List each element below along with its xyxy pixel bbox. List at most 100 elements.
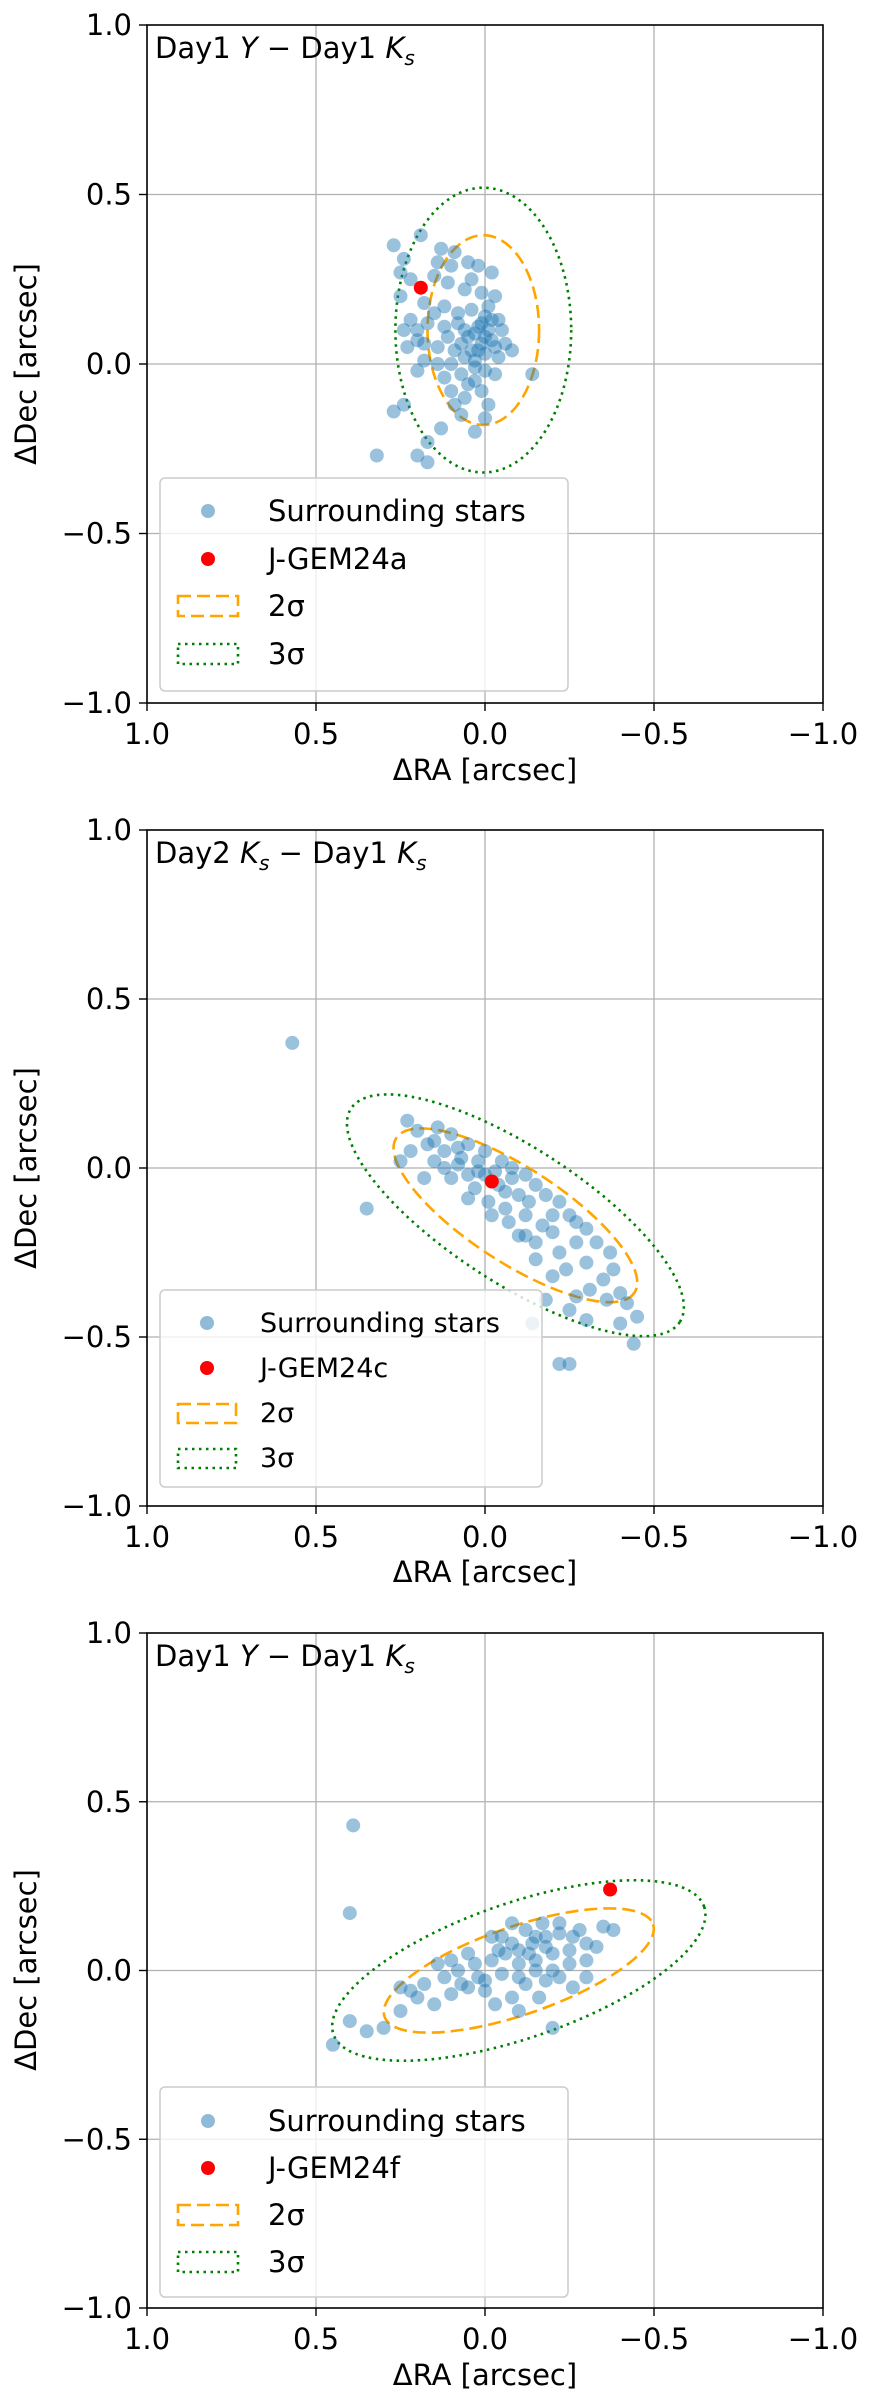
- panel-1-ytick-label: 0.0: [86, 347, 132, 381]
- panel-3-star-point: [359, 2024, 374, 2039]
- panel-1-star-point: [440, 275, 455, 290]
- panel-3-legend-stars-marker: [201, 2114, 215, 2128]
- panel-1-star-point: [396, 397, 411, 412]
- panel-1-legend-3sigma-marker: [176, 642, 240, 666]
- panel-3-star-point: [538, 1973, 553, 1988]
- panel-3-legend-2sigma-label: 2σ: [268, 2198, 305, 2232]
- panel-1-star-point: [457, 282, 472, 297]
- panel-1-star-point: [420, 455, 435, 470]
- panel-2-legend-target-label: J-GEM24c: [258, 1353, 388, 1384]
- panel-1-ellipses: [394, 186, 573, 474]
- panel-3-star-point: [498, 1946, 513, 1961]
- panel-1-star-point: [420, 435, 435, 449]
- panel-1-star-point: [457, 323, 472, 338]
- panel-1-star-point: [403, 312, 418, 327]
- panel-3-star-point: [565, 1929, 580, 1944]
- panel-2-star-point: [467, 1181, 482, 1196]
- panel-1-xtick-label: 0.0: [462, 717, 508, 751]
- panel-1-star-point: [430, 340, 445, 355]
- panel-2-star-point: [545, 1208, 560, 1223]
- panel-1-star-point: [437, 299, 452, 314]
- panel-2-star-point: [410, 1123, 425, 1138]
- panel-3-xtick-label: −0.5: [619, 2322, 689, 2356]
- panel-2-star-point: [569, 1289, 584, 1304]
- panel-2-star-point: [461, 1191, 476, 1206]
- panel-1-star-point: [410, 333, 425, 348]
- panel-1-star-point: [481, 397, 496, 412]
- panel-2-star-point: [518, 1167, 533, 1182]
- panel-1-star-point: [430, 255, 445, 270]
- panel-1-star-point: [467, 424, 482, 439]
- panel-3-star-point: [579, 1953, 594, 1968]
- panel-2-star-point: [579, 1221, 594, 1236]
- panel-2-ytick-label: −1.0: [62, 1489, 132, 1523]
- panel-2-stars: [285, 1035, 645, 1371]
- panel-1-star-point: [525, 367, 540, 382]
- panel-1-star-point: [393, 265, 408, 280]
- panel-2-ytick-label: 1.0: [86, 813, 132, 847]
- panel-1-star-point: [478, 346, 492, 361]
- panel-3-ytick-label: −1.0: [62, 2291, 132, 2325]
- panel-1-xticks: [146, 703, 824, 711]
- panel-2: 1.0 0.5 0.0 −0.5 −1.0 1.0 0.5 0.0 −0.5 −…: [9, 813, 858, 1589]
- panel-3-star-point: [562, 1943, 577, 1958]
- panel-1-ytick-label: 1.0: [86, 8, 132, 42]
- panel-3-star-point: [528, 1929, 543, 1944]
- panel-1-star-point: [420, 316, 435, 331]
- panel-1-star-point: [471, 343, 486, 358]
- panel-2-star-point: [626, 1336, 641, 1351]
- panel-1-star-point: [488, 289, 503, 304]
- panel-3-star-point: [454, 1977, 469, 1991]
- panel-3-star-point: [342, 1906, 357, 1921]
- panel-3-star-point: [579, 1936, 594, 1951]
- panel-2-star-point: [393, 1154, 408, 1169]
- panel-2-legend-3sigma-marker: [176, 1447, 238, 1470]
- panel-1-star-point: [427, 268, 442, 283]
- panel-3-ytick-label: −0.5: [62, 2122, 132, 2156]
- panel-3-ylabel: ΔDec [arcsec]: [9, 1869, 43, 2071]
- panel-1-legend-stars-label: Surrounding stars: [268, 494, 526, 528]
- panel-1-legend-3sigma-label: 3σ: [268, 637, 305, 671]
- panel-1-star-point: [400, 340, 415, 355]
- panel-2-star-point: [545, 1269, 560, 1284]
- panel-2-star-point: [420, 1137, 435, 1152]
- panel-2-star-point: [494, 1154, 509, 1169]
- panel-1-legend-target-label: J-GEM24a: [266, 542, 408, 576]
- panel-1-star-point: [484, 265, 499, 280]
- panel-2-ytick-label: 0.5: [86, 982, 132, 1016]
- panel-2-star-point: [511, 1188, 526, 1202]
- panel-1-star-point: [474, 384, 489, 399]
- panel-3-ellipse-3sigma: [330, 1878, 707, 2063]
- panel-2-star-point: [481, 1194, 496, 1209]
- panel-3-star-point: [528, 1963, 543, 1978]
- panel-3-star-point: [410, 1990, 425, 2005]
- panel-1-star-point: [410, 323, 425, 338]
- panel-2-star-point: [579, 1255, 594, 1270]
- panel-1-xtick-label: −0.5: [619, 717, 689, 751]
- panel-1-star-point: [369, 448, 384, 463]
- panel-3-legend-2sigma-marker: [176, 2203, 240, 2227]
- panel-2-legend-stars-label: Surrounding stars: [260, 1308, 500, 1339]
- panel-1-star-point: [410, 448, 425, 463]
- panel-3-star-point: [579, 1970, 594, 1985]
- panel-2-star-point: [528, 1235, 543, 1250]
- panel-2-star-point: [471, 1154, 486, 1169]
- panel-1-star-point: [396, 323, 411, 338]
- panel-1-star-point: [386, 404, 401, 419]
- panel-3-star-point: [342, 2014, 357, 2029]
- panel-2-target-point: [484, 1174, 499, 1189]
- panel-1-star-point: [403, 272, 418, 287]
- panel-1-legend: Surrounding stars J-GEM24a 2σ 3σ: [159, 477, 569, 692]
- panel-2-star-point: [569, 1215, 584, 1230]
- panel-3-star-point: [562, 1956, 577, 1971]
- panel-2-xtick-label: 0.0: [462, 1520, 508, 1554]
- panel-2-star-point: [599, 1292, 614, 1307]
- panel-3-star-point: [427, 1997, 442, 2012]
- panel-1-star-point: [467, 360, 482, 375]
- panel-2-star-point: [545, 1225, 560, 1240]
- panel-2-star-point: [562, 1357, 577, 1371]
- panel-1-star-point: [461, 377, 476, 392]
- panel-3-star-point: [444, 1953, 459, 1968]
- panel-1-star-point: [461, 329, 476, 344]
- panel-1-star-point: [451, 306, 465, 321]
